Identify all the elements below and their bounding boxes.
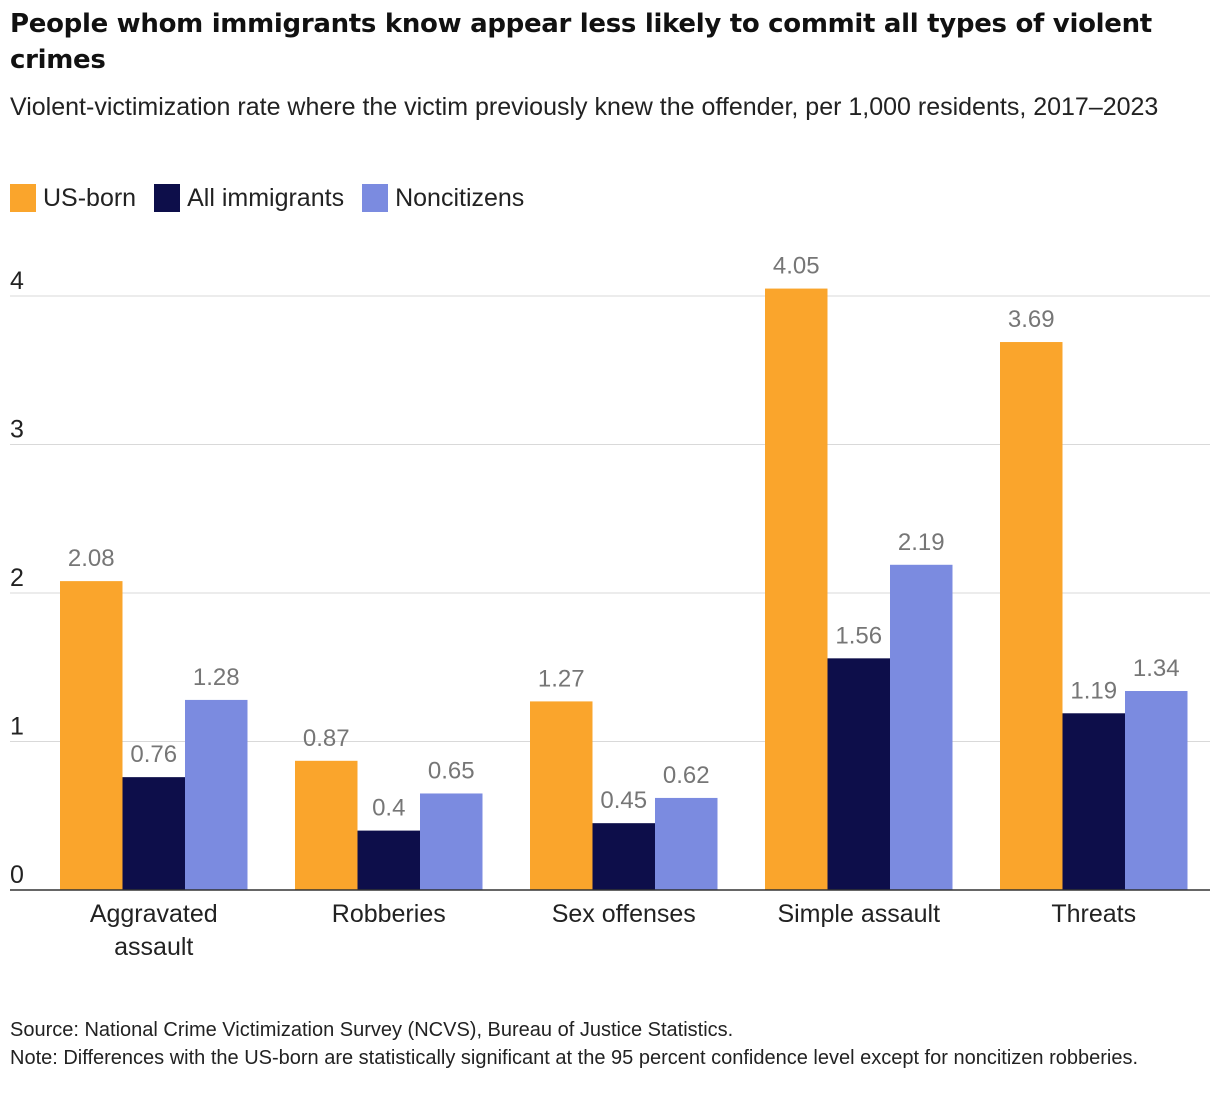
legend-item-us-born: US-born bbox=[10, 184, 136, 213]
bar-chart: 0 1 2 3 4 2.08 0.76 1.28 Aggravated assault 0.87 0.… bbox=[10, 253, 1210, 961]
data-label-noncitizens-robberies: 0.65 bbox=[428, 757, 475, 784]
data-label-all-immigrants-sex-offenses: 0.45 bbox=[600, 787, 647, 814]
x-tick-label-line: assault bbox=[114, 933, 193, 961]
data-label-all-immigrants-simple-assault: 1.56 bbox=[835, 622, 882, 649]
data-label-all-immigrants-threats: 1.19 bbox=[1070, 677, 1117, 704]
x-tick-label-line: Simple assault bbox=[777, 900, 940, 928]
legend-label-all-immigrants: All immigrants bbox=[187, 183, 345, 212]
chart-title: People whom immigrants know appear less … bbox=[10, 9, 1152, 75]
source-note: Source: National Crime Victimization Sur… bbox=[10, 1019, 734, 1041]
x-tick-label-sex-offenses: Sex offenses bbox=[552, 900, 696, 928]
legend-swatch-all-immigrants bbox=[154, 184, 181, 212]
bar-all-immigrants-aggravated-assault bbox=[122, 777, 185, 890]
data-label-all-immigrants-robberies: 0.4 bbox=[372, 795, 405, 822]
bar-all-immigrants-simple-assault bbox=[827, 658, 890, 890]
x-tick-label-threats: Threats bbox=[1051, 900, 1136, 928]
data-label-noncitizens-sex-offenses: 0.62 bbox=[663, 762, 710, 789]
data-label-us-born-robberies: 0.87 bbox=[303, 725, 350, 752]
y-tick-label-0: 0 bbox=[10, 861, 24, 889]
x-tick-label-line: Sex offenses bbox=[552, 900, 696, 928]
data-label-noncitizens-simple-assault: 2.19 bbox=[898, 529, 945, 556]
bar-us-born-threats bbox=[1000, 342, 1063, 890]
x-tick-label-line: Robberies bbox=[332, 900, 446, 928]
bar-all-immigrants-sex-offenses bbox=[592, 823, 655, 890]
x-tick-label-robberies: Robberies bbox=[332, 900, 446, 928]
legend-swatch-us-born bbox=[10, 184, 36, 212]
data-label-us-born-simple-assault: 4.05 bbox=[773, 253, 820, 280]
bar-us-born-aggravated-assault bbox=[60, 581, 123, 890]
data-label-all-immigrants-aggravated-assault: 0.76 bbox=[130, 741, 177, 768]
data-label-us-born-sex-offenses: 1.27 bbox=[538, 665, 585, 692]
bar-noncitizens-sex-offenses bbox=[655, 797, 718, 890]
chart-subtitle: Violent-victimization rate where the vic… bbox=[10, 93, 1159, 121]
y-tick-label-2: 2 bbox=[10, 564, 24, 592]
bar-us-born-sex-offenses bbox=[530, 701, 593, 890]
bar-all-immigrants-robberies bbox=[357, 830, 420, 890]
legend-item-all-immigrants: All immigrants bbox=[154, 184, 344, 213]
y-tick-label-3: 3 bbox=[10, 416, 24, 444]
bar-us-born-robberies bbox=[295, 760, 358, 890]
legend-swatch-noncitizens bbox=[362, 184, 389, 212]
data-label-us-born-aggravated-assault: 2.08 bbox=[68, 545, 115, 572]
bar-noncitizens-simple-assault bbox=[890, 564, 953, 890]
data-label-us-born-threats: 3.69 bbox=[1008, 306, 1055, 333]
x-tick-label-aggravated-assault: Aggravated assault bbox=[90, 900, 218, 961]
y-tick-label-1: 1 bbox=[10, 713, 24, 741]
data-label-noncitizens-threats: 1.34 bbox=[1133, 655, 1180, 682]
data-label-noncitizens-aggravated-assault: 1.28 bbox=[193, 664, 240, 691]
bar-noncitizens-threats bbox=[1125, 691, 1188, 890]
significance-note: Note: Differences with the US-born are s… bbox=[10, 1047, 1138, 1069]
x-tick-label-simple-assault: Simple assault bbox=[777, 900, 940, 928]
legend-label-noncitizens: Noncitizens bbox=[395, 183, 525, 212]
bar-noncitizens-robberies bbox=[420, 793, 483, 890]
legend-label-us-born: US-born bbox=[43, 183, 137, 212]
bar-us-born-simple-assault bbox=[765, 288, 828, 890]
x-tick-label-line: Aggravated bbox=[90, 900, 218, 928]
legend: US-born All immigrants Noncitizens bbox=[10, 182, 542, 214]
y-tick-label-4: 4 bbox=[10, 267, 24, 295]
legend-item-noncitizens: Noncitizens bbox=[362, 184, 524, 213]
footnote: Source: National Crime Victimization Sur… bbox=[10, 1016, 1210, 1072]
x-tick-label-line: Threats bbox=[1051, 900, 1136, 928]
bar-all-immigrants-threats bbox=[1062, 713, 1125, 890]
bar-noncitizens-aggravated-assault bbox=[185, 699, 248, 890]
